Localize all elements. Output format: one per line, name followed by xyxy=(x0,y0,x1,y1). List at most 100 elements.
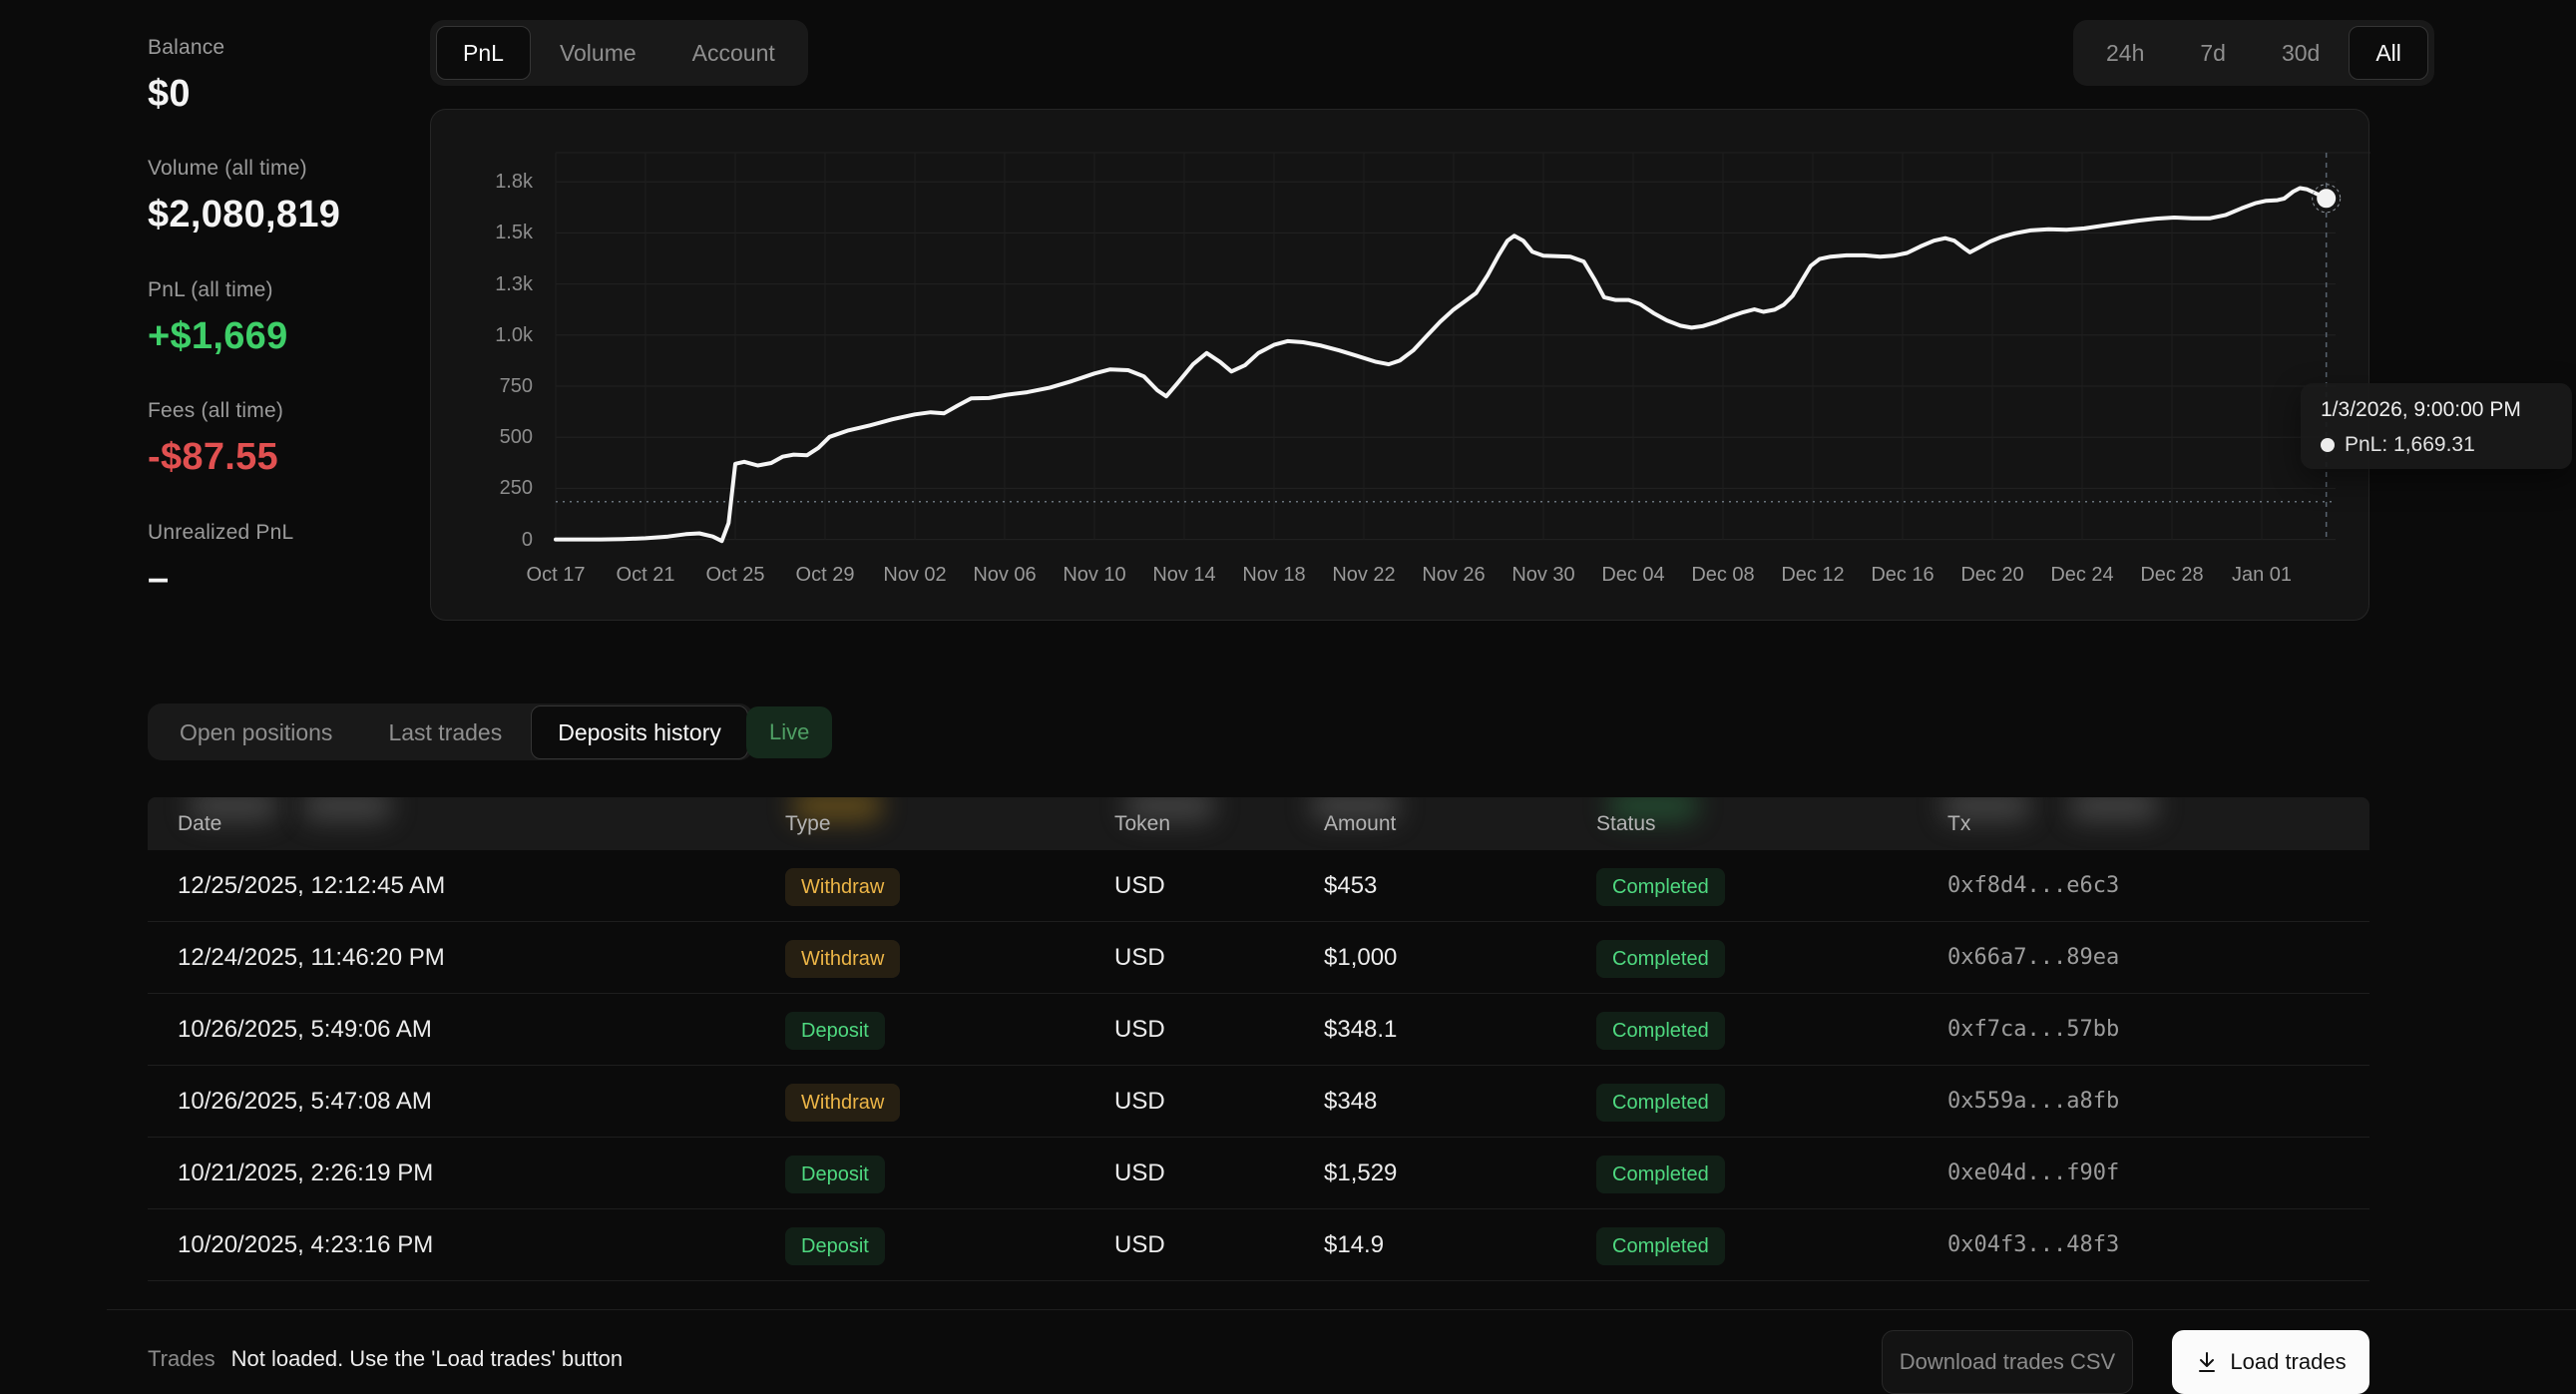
x-tick: Dec 16 xyxy=(1871,564,1934,586)
tab-volume[interactable]: Volume xyxy=(559,40,637,66)
section-tab-open-positions[interactable]: Open positions xyxy=(180,718,333,745)
cell-amount: $14.9 xyxy=(1324,1231,1385,1258)
section-tab-last-trades[interactable]: Last trades xyxy=(388,718,503,745)
cell-status: Completed xyxy=(1596,1066,1725,1138)
table-row[interactable]: 10/20/2025, 4:23:16 PM Deposit USD $14.9 Com… xyxy=(148,1209,2369,1281)
range-7d[interactable]: 7d xyxy=(2200,40,2226,66)
stat-pnl-all-time-: PnL (all time) +$1,669 xyxy=(148,278,288,358)
cell-amount: $453 xyxy=(1324,872,1378,899)
cell-type: Deposit xyxy=(785,1209,885,1281)
stat-label: Fees (all time) xyxy=(148,399,284,422)
cell-amount: $1,000 xyxy=(1324,944,1398,971)
cell-tx[interactable]: 0xf8d4...e6c3 xyxy=(1947,873,2120,898)
cell-tx[interactable]: 0xf7ca...57bb xyxy=(1947,1017,2120,1042)
trades-label: Trades xyxy=(148,1346,215,1371)
cell-tx[interactable]: 0x04f3...48f3 xyxy=(1947,1232,2120,1257)
download-trades-csv-button[interactable]: Download trades CSV xyxy=(1882,1330,2133,1394)
section-tabs: Open positions Last trades Deposits histor… xyxy=(148,703,753,760)
y-tick: 1.0k xyxy=(495,323,533,346)
cell-type: Deposit xyxy=(785,1138,885,1209)
y-tick: 1.5k xyxy=(495,222,533,244)
table-row[interactable]: 12/24/2025, 11:46:20 PM Withdraw USD $1,000… xyxy=(148,922,2369,994)
tab-account[interactable]: Account xyxy=(691,40,775,66)
tab-pnl[interactable]: PnL xyxy=(436,26,531,80)
status-badge: Completed xyxy=(1596,1226,1725,1265)
x-tick: Nov 30 xyxy=(1511,564,1575,586)
stat-label: Volume (all time) xyxy=(148,157,307,180)
x-tick: Dec 12 xyxy=(1781,564,1845,586)
trades-status: Trades Not loaded. Use the 'Load trades' … xyxy=(148,1346,623,1372)
stat-label: Balance xyxy=(148,36,225,59)
cell-date: 12/24/2025, 11:46:20 PM xyxy=(178,944,445,971)
stat-label: Unrealized PnL xyxy=(148,521,294,544)
header-glow xyxy=(2070,797,2158,821)
x-tick: Oct 25 xyxy=(705,564,765,586)
cell-token: USD xyxy=(1114,1160,1165,1186)
cell-type: Withdraw xyxy=(785,1066,901,1138)
load-trades-button[interactable]: Load trades xyxy=(2172,1330,2369,1394)
cell-status: Completed xyxy=(1596,1209,1725,1281)
column-header-status: Status xyxy=(1596,812,1656,835)
cell-token: USD xyxy=(1114,1088,1165,1115)
cell-type: Deposit xyxy=(785,994,885,1066)
cell-token: USD xyxy=(1114,872,1165,899)
stat-label: PnL (all time) xyxy=(148,278,273,301)
type-badge: Withdraw xyxy=(785,1083,901,1122)
stat-volume-all-time-: Volume (all time) $2,080,819 xyxy=(148,157,340,236)
cell-token: USD xyxy=(1114,944,1165,971)
stat-balance: Balance $0 xyxy=(148,36,224,116)
x-tick: Nov 06 xyxy=(973,564,1037,586)
table-row[interactable]: 10/26/2025, 5:49:06 AM Deposit USD $348.1 Co… xyxy=(148,994,2369,1066)
cell-type: Withdraw xyxy=(785,850,901,922)
cell-date: 10/21/2025, 2:26:19 PM xyxy=(178,1160,434,1186)
range-24h[interactable]: 24h xyxy=(2106,40,2145,66)
x-tick: Dec 20 xyxy=(1960,564,2024,586)
time-range-tabs: 24h 7d 30d All xyxy=(2073,20,2434,86)
table-row[interactable]: 10/21/2025, 2:26:19 PM Deposit USD $1,529 Co… xyxy=(148,1138,2369,1209)
status-badge: Completed xyxy=(1596,939,1725,978)
cell-tx[interactable]: 0xe04d...f90f xyxy=(1947,1161,2120,1185)
series-dot-icon xyxy=(2321,438,2335,452)
status-badge: Completed xyxy=(1596,867,1725,906)
stat-fees-all-time-: Fees (all time) -$87.55 xyxy=(148,399,283,479)
type-badge: Deposit xyxy=(785,1011,885,1050)
x-tick: Nov 02 xyxy=(883,564,947,586)
type-badge: Withdraw xyxy=(785,867,901,906)
table-row[interactable]: 12/25/2025, 12:12:45 AM Withdraw USD $453 Co… xyxy=(148,850,2369,922)
y-tick: 1.8k xyxy=(495,171,533,194)
column-header-tx: Tx xyxy=(1947,812,1971,835)
type-badge: Deposit xyxy=(785,1226,885,1265)
cell-amount: $1,529 xyxy=(1324,1160,1398,1186)
column-header-amount: Amount xyxy=(1324,812,1397,835)
x-tick: Nov 14 xyxy=(1152,564,1216,586)
tooltip-value: PnL: 1,669.31 xyxy=(2345,433,2475,456)
type-badge: Deposit xyxy=(785,1155,885,1193)
x-tick: Nov 18 xyxy=(1242,564,1306,586)
section-tab-deposits-history[interactable]: Deposits history xyxy=(531,704,748,759)
table-row[interactable]: 10/26/2025, 5:47:08 AM Withdraw USD $348 Com… xyxy=(148,1066,2369,1138)
header-glow xyxy=(1126,797,1214,821)
status-badge: Completed xyxy=(1596,1011,1725,1050)
tooltip-date: 1/3/2026, 9:00:00 PM xyxy=(2321,398,2521,421)
cell-status: Completed xyxy=(1596,1138,1725,1209)
pnl-chart-panel[interactable]: 1.8k 1.5k 1.3k 1.0k 750 500 250 0 Oct 17 Oct 21 Oc… xyxy=(430,109,2370,621)
cell-date: 10/20/2025, 4:23:16 PM xyxy=(178,1231,434,1258)
cell-tx[interactable]: 0x66a7...89ea xyxy=(1947,945,2120,970)
load-trades-label: Load trades xyxy=(2230,1349,2347,1374)
header-glow xyxy=(1609,797,1697,821)
cell-tx[interactable]: 0x559a...a8fb xyxy=(1947,1089,2120,1114)
cell-token: USD xyxy=(1114,1231,1165,1258)
x-tick: Dec 04 xyxy=(1601,564,1665,586)
stat-value: -$87.55 xyxy=(148,436,278,478)
chart-metric-tabs: PnL Volume Account xyxy=(430,20,808,86)
trades-message: Not loaded. Use the 'Load trades' button xyxy=(230,1346,624,1371)
x-tick: Dec 24 xyxy=(2050,564,2114,586)
range-30d[interactable]: 30d xyxy=(2281,40,2321,66)
column-header-type: Type xyxy=(785,812,831,835)
y-tick: 0 xyxy=(521,528,533,551)
stat-value: – xyxy=(148,558,170,600)
range-all[interactable]: All xyxy=(2349,26,2428,80)
table-header: Date Type Token Amount Status Tx xyxy=(148,797,2369,850)
type-badge: Withdraw xyxy=(785,939,901,978)
